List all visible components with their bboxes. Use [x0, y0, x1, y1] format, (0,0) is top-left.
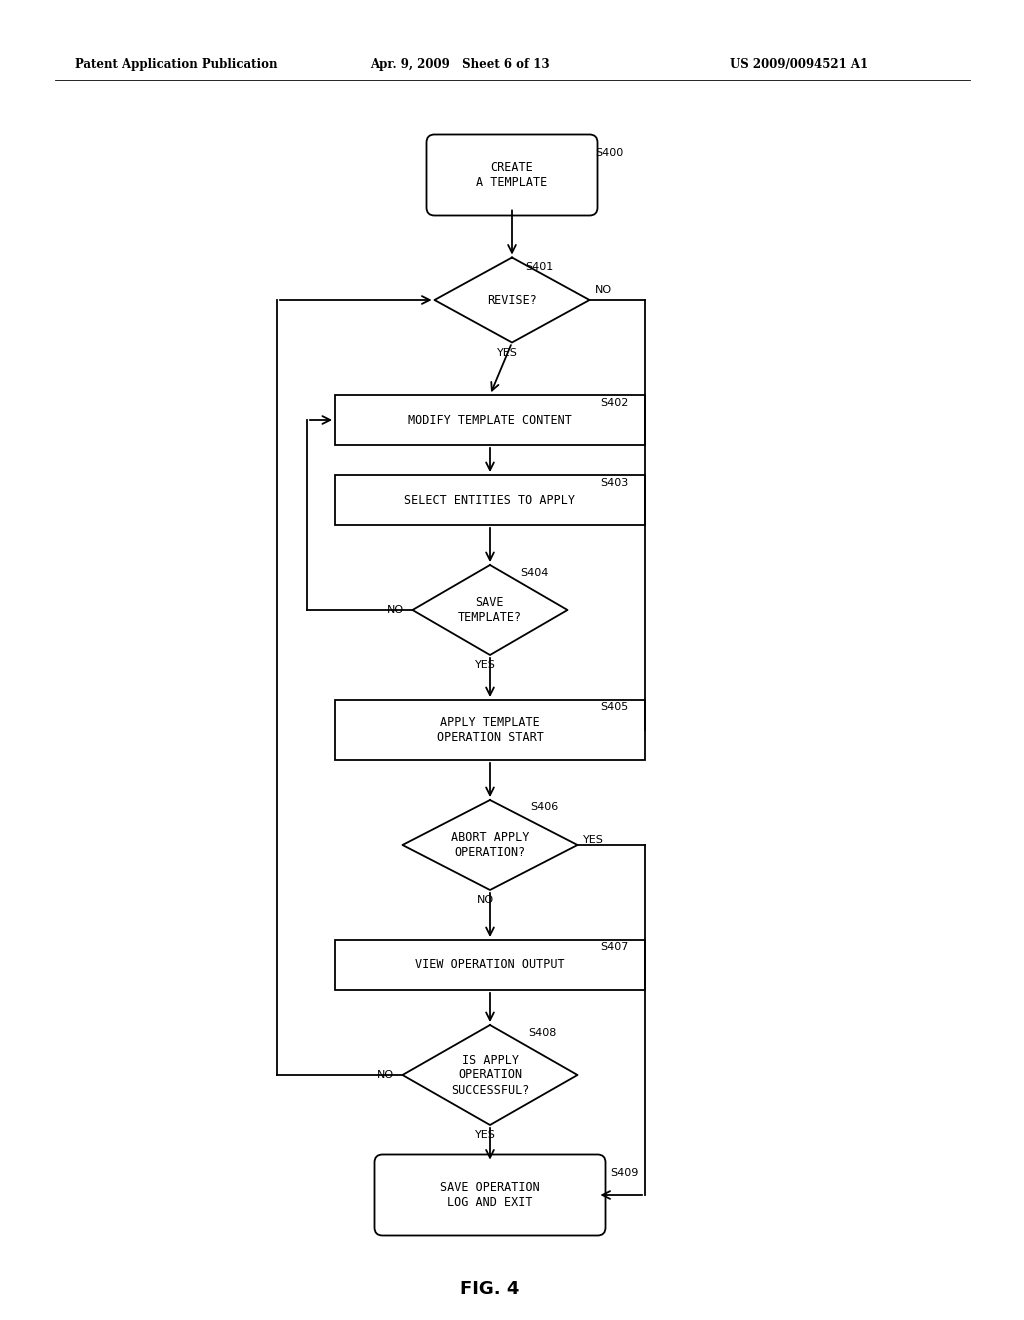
Text: US 2009/0094521 A1: US 2009/0094521 A1: [730, 58, 868, 71]
Text: S401: S401: [525, 261, 553, 272]
Text: S402: S402: [600, 399, 629, 408]
Text: S404: S404: [520, 568, 549, 578]
Text: APPLY TEMPLATE
OPERATION START: APPLY TEMPLATE OPERATION START: [436, 715, 544, 744]
Text: YES: YES: [583, 836, 603, 845]
FancyBboxPatch shape: [375, 1155, 605, 1236]
Bar: [335, 940, 645, 990]
Text: S403: S403: [600, 478, 629, 488]
Text: S400: S400: [595, 148, 624, 158]
Bar: [335, 395, 645, 445]
Text: YES: YES: [474, 1130, 496, 1140]
Bar: [335, 475, 645, 525]
Text: SELECT ENTITIES TO APPLY: SELECT ENTITIES TO APPLY: [404, 494, 575, 507]
Text: Patent Application Publication: Patent Application Publication: [75, 58, 278, 71]
Text: S405: S405: [600, 702, 629, 711]
Text: SAVE OPERATION
LOG AND EXIT: SAVE OPERATION LOG AND EXIT: [440, 1181, 540, 1209]
Text: S408: S408: [528, 1028, 556, 1038]
Text: CREATE
A TEMPLATE: CREATE A TEMPLATE: [476, 161, 548, 189]
Text: NO: NO: [378, 1071, 394, 1080]
Text: S407: S407: [600, 942, 629, 952]
Text: VIEW OPERATION OUTPUT: VIEW OPERATION OUTPUT: [415, 958, 565, 972]
Text: Apr. 9, 2009   Sheet 6 of 13: Apr. 9, 2009 Sheet 6 of 13: [370, 58, 550, 71]
Text: YES: YES: [497, 347, 517, 358]
Text: NO: NO: [595, 285, 611, 294]
Text: NO: NO: [387, 605, 404, 615]
Text: S409: S409: [610, 1168, 638, 1177]
FancyBboxPatch shape: [427, 135, 597, 215]
Text: REVISE?: REVISE?: [487, 293, 537, 306]
Text: ABORT APPLY
OPERATION?: ABORT APPLY OPERATION?: [451, 832, 529, 859]
Text: FIG. 4: FIG. 4: [461, 1280, 520, 1298]
Bar: [335, 700, 645, 760]
Text: MODIFY TEMPLATE CONTENT: MODIFY TEMPLATE CONTENT: [408, 413, 572, 426]
Text: NO: NO: [476, 895, 494, 906]
Text: S406: S406: [530, 803, 558, 812]
Text: SAVE
TEMPLATE?: SAVE TEMPLATE?: [458, 597, 522, 624]
Text: YES: YES: [474, 660, 496, 671]
Text: IS APPLY
OPERATION
SUCCESSFUL?: IS APPLY OPERATION SUCCESSFUL?: [451, 1053, 529, 1097]
